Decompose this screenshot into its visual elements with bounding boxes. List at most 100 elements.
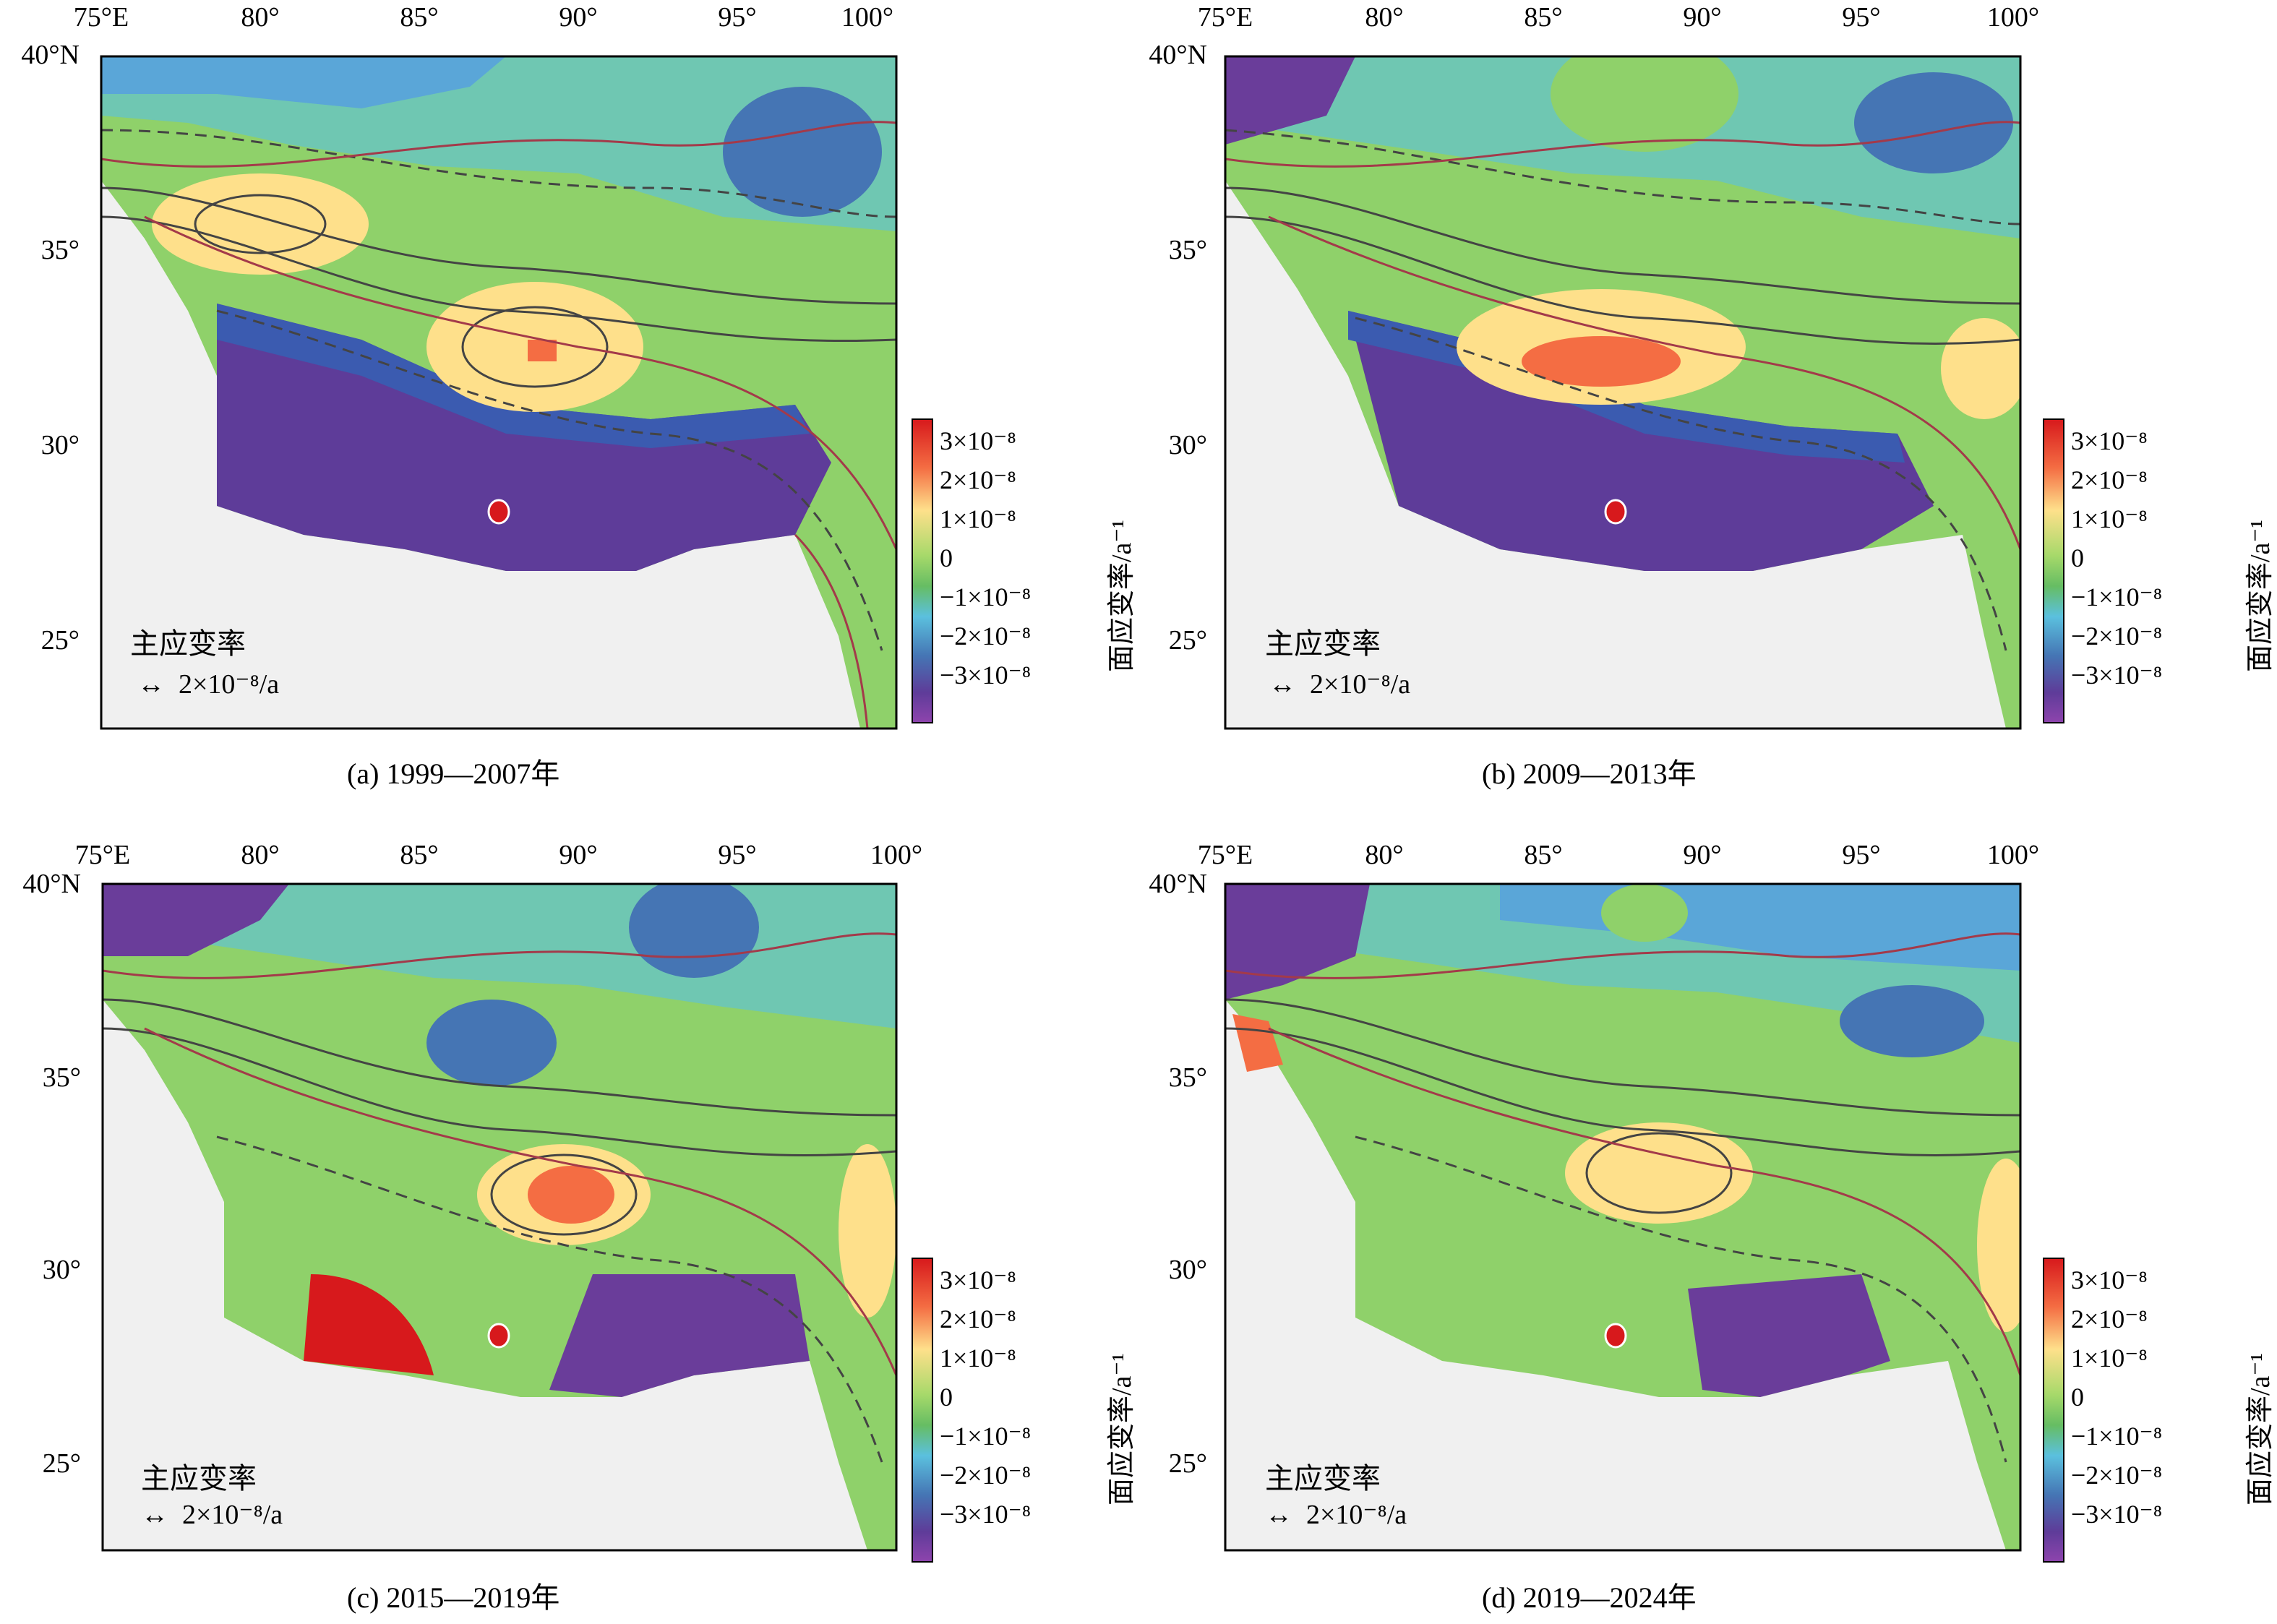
lon-tick: 80° bbox=[1365, 2, 1403, 33]
lon-tick: 90° bbox=[559, 840, 597, 870]
lat-tick: 25° bbox=[41, 625, 80, 656]
lon-tick: 100° bbox=[841, 2, 893, 33]
colorbar-tick: −2×10⁻⁸ bbox=[2071, 622, 2162, 650]
panel-b: 75°E 80° 85° 90° 95° 100° 40°N 35° 30° 2… bbox=[1138, 0, 2277, 812]
legend-title: 主应变率 bbox=[141, 1462, 257, 1495]
lon-tick: 80° bbox=[241, 840, 279, 870]
panel-a: 75°E 80° 85° 90° 95° 100° 40°N 35° 30° 2… bbox=[0, 0, 1138, 812]
panel-caption: (b) 2009—2013年 bbox=[1482, 757, 1697, 790]
colorbar-tick: 1×10⁻⁸ bbox=[2071, 504, 2148, 533]
colorbar-tick: −1×10⁻⁸ bbox=[2071, 1422, 2162, 1451]
colorbar-tick: 2×10⁻⁸ bbox=[2071, 1305, 2148, 1333]
colorbar-tick: −3×10⁻⁸ bbox=[2071, 661, 2162, 689]
map-frame bbox=[1224, 882, 2022, 1552]
colorbar-tick: 0 bbox=[940, 544, 953, 572]
colorbar-tick: 2×10⁻⁸ bbox=[940, 465, 1016, 494]
lat-tick: 25° bbox=[43, 1448, 81, 1479]
lat-tick: 35° bbox=[43, 1062, 81, 1093]
lon-tick: 95° bbox=[718, 840, 756, 870]
colorbar-title: 面应变率/a⁻¹ bbox=[1107, 520, 1137, 672]
panel-caption: (d) 2019—2024年 bbox=[1482, 1581, 1697, 1614]
lon-tick: 95° bbox=[718, 2, 756, 33]
lon-tick: 85° bbox=[400, 2, 438, 33]
lat-tick: 35° bbox=[1169, 1062, 1207, 1093]
colorbar-tick: −3×10⁻⁸ bbox=[940, 661, 1031, 689]
colorbar-tick: −3×10⁻⁸ bbox=[940, 1500, 1031, 1529]
lon-ticks: 75°E 80° 85° 90° 95° 100° bbox=[75, 840, 922, 870]
colorbar-tick: 1×10⁻⁸ bbox=[940, 504, 1016, 533]
lat-tick: 30° bbox=[43, 1255, 81, 1285]
map-frame bbox=[101, 882, 898, 1552]
colorbar: 3×10⁻⁸ 2×10⁻⁸ 1×10⁻⁸ 0 −1×10⁻⁸ −2×10⁻⁸ −… bbox=[912, 1258, 1031, 1563]
lat-tick: 30° bbox=[41, 430, 80, 460]
strain-field bbox=[101, 56, 896, 729]
lon-ticks: 75°E 80° 85° 90° 95° 100° bbox=[1198, 840, 2039, 870]
colorbar-tick: 3×10⁻⁸ bbox=[2071, 426, 2148, 455]
lon-tick: 85° bbox=[1524, 840, 1562, 870]
colorbar-tick: 0 bbox=[2071, 1383, 2084, 1412]
colorbar-tick: 3×10⁻⁸ bbox=[940, 426, 1016, 455]
legend-scale: ↔ 2×10⁻⁸/a bbox=[141, 1500, 283, 1530]
panel-c: 75°E 80° 85° 90° 95° 100° 40°N 35° 30° 2… bbox=[0, 812, 1138, 1623]
lon-tick: 75°E bbox=[74, 2, 129, 33]
lat-ticks: 40°N 35° 30° 25° bbox=[21, 40, 80, 656]
colorbar: 3×10⁻⁸ 2×10⁻⁸ 1×10⁻⁸ 0 −1×10⁻⁸ −2×10⁻⁸ −… bbox=[2043, 1258, 2162, 1563]
lon-tick: 75°E bbox=[75, 840, 130, 870]
lon-tick: 75°E bbox=[1198, 2, 1253, 33]
colorbar: 3×10⁻⁸ 2×10⁻⁸ 1×10⁻⁸ 0 −1×10⁻⁸ −2×10⁻⁸ −… bbox=[2043, 418, 2162, 723]
lat-ticks: 40°N 35° 30° 25° bbox=[1149, 869, 1207, 1479]
legend-scale: ↔ 2×10⁻⁸/a bbox=[1269, 669, 1411, 700]
scale-arrow-icon: ↔ bbox=[141, 1500, 182, 1530]
colorbar-title: 面应变率/a⁻¹ bbox=[2245, 1353, 2276, 1505]
lat-tick: 25° bbox=[1169, 1448, 1207, 1479]
colorbar-tick: 0 bbox=[940, 1383, 953, 1412]
colorbar-tick: −1×10⁻⁸ bbox=[940, 1422, 1031, 1451]
colorbar: 3×10⁻⁸ 2×10⁻⁸ 1×10⁻⁸ 0 −1×10⁻⁸ −2×10⁻⁸ −… bbox=[912, 418, 1031, 723]
colorbar-tick: 0 bbox=[2071, 544, 2084, 572]
lon-tick: 80° bbox=[1365, 840, 1403, 870]
colorbar-tick: 3×10⁻⁸ bbox=[940, 1266, 1016, 1294]
colorbar-tick: 2×10⁻⁸ bbox=[2071, 465, 2148, 494]
lat-tick: 25° bbox=[1169, 625, 1207, 656]
lon-tick: 95° bbox=[1842, 2, 1880, 33]
strain-map: 75°E 80° 85° 90° 95° 100° 40°N 35° 30° 2… bbox=[22, 840, 1031, 1563]
colorbar-tick: 1×10⁻⁸ bbox=[940, 1344, 1016, 1372]
colorbar-tick: 3×10⁻⁸ bbox=[2071, 1266, 2148, 1294]
lon-tick: 90° bbox=[559, 2, 597, 33]
lon-ticks: 75°E 80° 85° 90° 95° 100° bbox=[1198, 2, 2039, 33]
lon-tick: 100° bbox=[870, 840, 922, 870]
scale-arrow-icon: ↔ bbox=[137, 669, 179, 700]
strain-field bbox=[103, 884, 896, 1550]
colorbar-tick: −1×10⁻⁸ bbox=[940, 583, 1031, 611]
lat-tick: 40°N bbox=[21, 40, 80, 70]
lat-tick: 30° bbox=[1169, 1255, 1207, 1285]
legend-title: 主应变率 bbox=[1265, 627, 1381, 660]
colorbar-tick: −2×10⁻⁸ bbox=[2071, 1461, 2162, 1490]
lat-ticks: 40°N 35° 30° 25° bbox=[1149, 40, 1207, 656]
lon-tick: 85° bbox=[400, 840, 438, 870]
panel-caption: (c) 2015—2019年 bbox=[347, 1581, 560, 1614]
scale-arrow-icon: ↔ bbox=[1269, 669, 1310, 700]
lat-tick: 40°N bbox=[22, 869, 81, 899]
lat-tick: 35° bbox=[1169, 235, 1207, 265]
panel-d: 75°E 80° 85° 90° 95° 100° 40°N 35° 30° 2… bbox=[1138, 812, 2277, 1623]
legend-title: 主应变率 bbox=[1265, 1462, 1381, 1495]
strain-map: 75°E 80° 85° 90° 95° 100° 40°N 35° 30° 2… bbox=[1149, 840, 2162, 1563]
lat-ticks: 40°N 35° 30° 25° bbox=[22, 869, 81, 1479]
colorbar-tick: −2×10⁻⁸ bbox=[940, 1461, 1031, 1490]
colorbar-tick: 2×10⁻⁸ bbox=[940, 1305, 1016, 1333]
strain-map: 75°E 80° 85° 90° 95° 100° 40°N 35° 30° 2… bbox=[1149, 2, 2162, 730]
lon-ticks: 75°E 80° 85° 90° 95° 100° bbox=[74, 2, 893, 33]
colorbar-tick: −1×10⁻⁸ bbox=[2071, 583, 2162, 611]
lat-tick: 40°N bbox=[1149, 40, 1207, 70]
colorbar-title: 面应变率/a⁻¹ bbox=[2245, 520, 2276, 672]
lat-tick: 30° bbox=[1169, 430, 1207, 460]
map-frame bbox=[100, 55, 898, 730]
legend-title: 主应变率 bbox=[130, 627, 246, 660]
colorbar-tick: −2×10⁻⁸ bbox=[940, 622, 1031, 650]
colorbar-tick: 1×10⁻⁸ bbox=[2071, 1344, 2148, 1372]
scale-arrow-icon: ↔ bbox=[1265, 1500, 1306, 1530]
lon-tick: 90° bbox=[1683, 840, 1721, 870]
colorbar-tick: −3×10⁻⁸ bbox=[2071, 1500, 2162, 1529]
lat-tick: 40°N bbox=[1149, 869, 1207, 899]
